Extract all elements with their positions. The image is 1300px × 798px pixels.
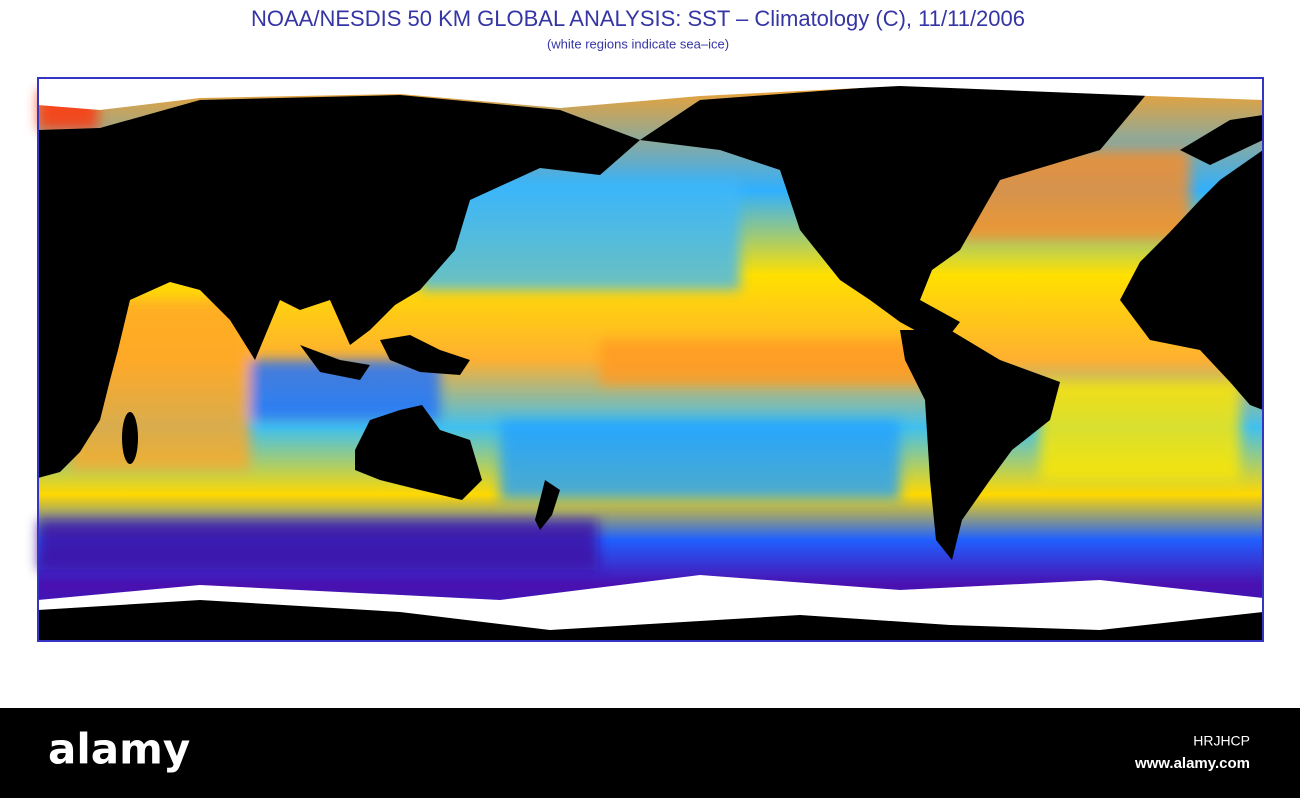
title: NOAA/NESDIS 50 KM GLOBAL ANALYSIS: SST –… bbox=[251, 6, 1025, 31]
banner bbox=[0, 708, 1300, 798]
image-id: HRJHCP bbox=[1193, 733, 1250, 749]
anomaly-patches bbox=[38, 90, 1240, 570]
sea-ice bbox=[38, 78, 1263, 630]
subtitle: (white regions indicate sea–ice) bbox=[547, 36, 729, 51]
url: www.alamy.com bbox=[1134, 755, 1250, 772]
map bbox=[37, 77, 1264, 642]
map-frame bbox=[37, 77, 1264, 642]
logo: alamy bbox=[48, 725, 190, 774]
